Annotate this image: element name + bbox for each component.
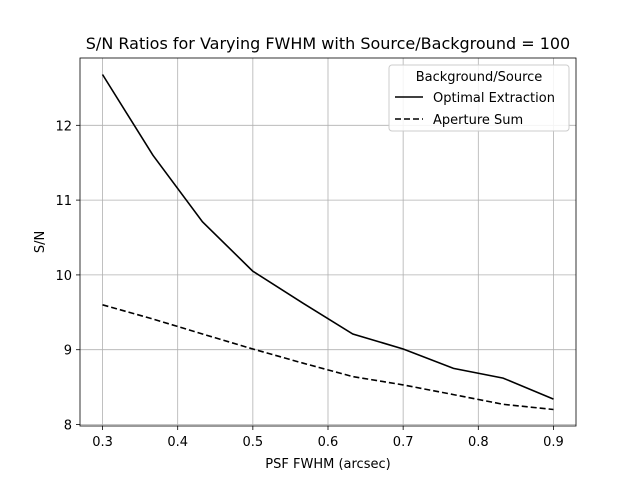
legend-label: Optimal Extraction [433,91,555,106]
legend-label: Aperture Sum [433,113,523,128]
x-tick-label: 0.6 [318,435,339,450]
series-line-optimal-extraction [101,74,554,400]
chart-title: S/N Ratios for Varying FWHM with Source/… [86,34,570,53]
series-line-aperture-sum [102,304,554,411]
x-tick-label: 0.9 [543,435,564,450]
x-tick-label: 0.3 [92,435,113,450]
y-tick-label: 10 [55,269,72,284]
tick-layer: 0.3 0.4 0.5 0.6 0.7 0.8 0.9 8 9 10 11 12 [55,119,563,450]
x-axis-label: PSF FWHM (arcsec) [265,457,390,472]
y-tick-label: 8 [64,419,72,434]
x-tick-label: 0.5 [243,435,264,450]
y-tick-label: 12 [55,119,72,134]
legend-box [388,64,570,132]
series-layer [101,74,554,411]
x-tick-label: 0.4 [167,435,188,450]
y-axis-label: S/N [33,231,48,253]
x-tick-label: 0.7 [393,435,414,450]
legend-title: Background/Source [416,70,543,85]
y-tick-label: 11 [55,194,72,209]
grid-layer [80,58,576,426]
legend: Background/Source Optimal Extraction Apert… [388,64,570,132]
y-tick-label: 9 [64,344,72,359]
x-tick-label: 0.8 [468,435,489,450]
